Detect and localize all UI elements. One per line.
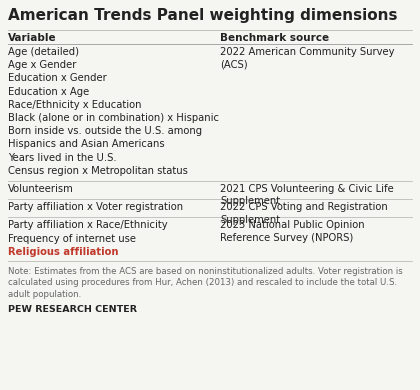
Text: Party affiliation x Voter registration: Party affiliation x Voter registration bbox=[8, 202, 183, 212]
Text: 2023 National Public Opinion
Reference Survey (NPORS): 2023 National Public Opinion Reference S… bbox=[220, 220, 365, 243]
Text: Note: Estimates from the ACS are based on noninstitutionalized adults. Voter reg: Note: Estimates from the ACS are based o… bbox=[8, 267, 403, 299]
Text: Years lived in the U.S.: Years lived in the U.S. bbox=[8, 152, 117, 163]
Text: Age x Gender: Age x Gender bbox=[8, 60, 76, 70]
Text: 2022 American Community Survey
(ACS): 2022 American Community Survey (ACS) bbox=[220, 47, 394, 69]
Text: Religious affiliation: Religious affiliation bbox=[8, 247, 118, 257]
Text: Volunteerism: Volunteerism bbox=[8, 184, 74, 194]
Text: Born inside vs. outside the U.S. among
Hispanics and Asian Americans: Born inside vs. outside the U.S. among H… bbox=[8, 126, 202, 149]
Text: Age (detailed): Age (detailed) bbox=[8, 47, 79, 57]
Text: PEW RESEARCH CENTER: PEW RESEARCH CENTER bbox=[8, 305, 137, 314]
Text: Variable: Variable bbox=[8, 33, 57, 43]
Text: Census region x Metropolitan status: Census region x Metropolitan status bbox=[8, 166, 188, 176]
Text: American Trends Panel weighting dimensions: American Trends Panel weighting dimensio… bbox=[8, 8, 397, 23]
Text: 2022 CPS Voting and Registration
Supplement: 2022 CPS Voting and Registration Supplem… bbox=[220, 202, 388, 225]
Text: Race/Ethnicity x Education: Race/Ethnicity x Education bbox=[8, 100, 142, 110]
Text: Party affiliation x Race/Ethnicity: Party affiliation x Race/Ethnicity bbox=[8, 220, 168, 230]
Text: Benchmark source: Benchmark source bbox=[220, 33, 329, 43]
Text: Frequency of internet use: Frequency of internet use bbox=[8, 234, 136, 244]
Text: Education x Gender: Education x Gender bbox=[8, 73, 107, 83]
Text: 2021 CPS Volunteering & Civic Life
Supplement: 2021 CPS Volunteering & Civic Life Suppl… bbox=[220, 184, 394, 206]
Text: Black (alone or in combination) x Hispanic: Black (alone or in combination) x Hispan… bbox=[8, 113, 219, 123]
Text: Education x Age: Education x Age bbox=[8, 87, 89, 97]
